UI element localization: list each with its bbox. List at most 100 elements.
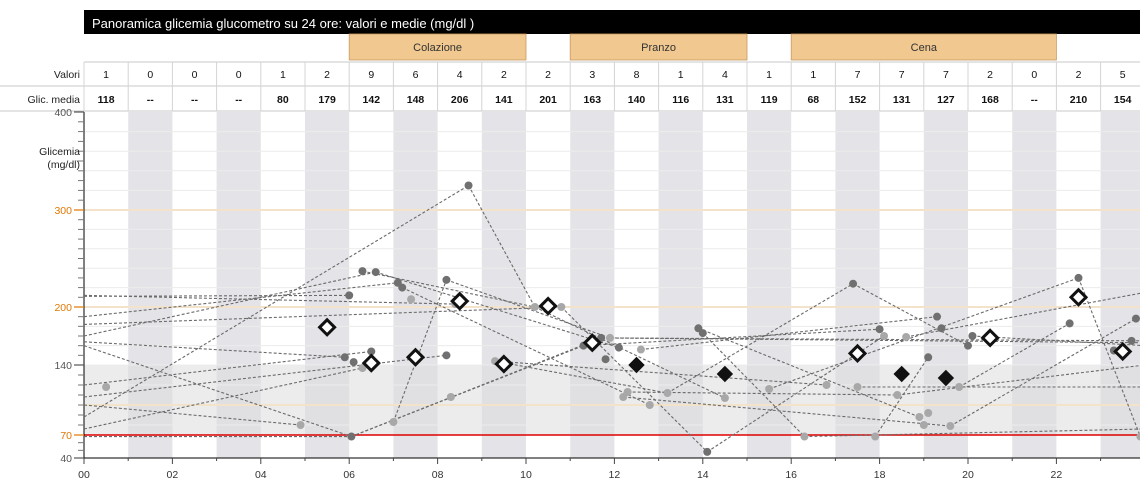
glucose-reading-point — [937, 324, 945, 332]
reading-connector-line — [583, 329, 879, 345]
glucose-reading-point — [637, 346, 645, 354]
glucose-reading-point — [341, 353, 349, 361]
hourly-count-cell: 2 — [501, 69, 507, 81]
glucose-reading-point — [699, 329, 707, 337]
glucose-reading-point — [955, 383, 963, 391]
hourly-mean-cell: -- — [147, 94, 154, 106]
hourly-count-cell: 1 — [280, 69, 286, 81]
meal-label: Colazione — [413, 42, 462, 54]
glucose-reading-point — [876, 325, 884, 333]
hourly-mean-cell: 154 — [1114, 94, 1132, 106]
glucose-reading-point — [663, 389, 671, 397]
glucose-reading-point — [398, 284, 406, 292]
hourly-mean-cell: 210 — [1070, 94, 1088, 106]
glucose-reading-point — [893, 391, 901, 399]
hourly-count-cell: 2 — [1076, 69, 1082, 81]
glucose-reading-point — [849, 280, 857, 288]
glucose-reading-point — [442, 351, 450, 359]
chart-title: Panoramica glicemia glucometro su 24 ore… — [92, 16, 474, 31]
glucose-reading-point — [765, 385, 773, 393]
glucose-reading-point — [703, 448, 711, 456]
x-tick-label: 10 — [520, 469, 532, 481]
glucose-reading-point — [800, 433, 808, 441]
x-tick-label: 14 — [697, 469, 709, 481]
row-label-values: Valori — [54, 69, 80, 81]
glucose-reading-point — [442, 276, 450, 284]
hourly-count-cell: 3 — [589, 69, 595, 81]
hourly-count-cell: 4 — [722, 69, 728, 81]
x-tick-label: 02 — [167, 469, 179, 481]
hourly-count-cell: 2 — [987, 69, 993, 81]
glucose-reading-point — [447, 393, 455, 401]
x-tick-label: 16 — [785, 469, 797, 481]
glucose-reading-point — [823, 381, 831, 389]
glucose-reading-point — [721, 394, 729, 402]
hourly-count-cell: 7 — [899, 69, 905, 81]
glucose-reading-point — [1075, 274, 1083, 282]
x-tick-label: 12 — [609, 469, 621, 481]
hourly-count-cell: 2 — [545, 69, 551, 81]
hourly-count-cell: 2 — [324, 69, 330, 81]
glucose-reading-point — [871, 433, 879, 441]
glucose-reading-point — [920, 421, 928, 429]
hourly-count-cell: 4 — [457, 69, 463, 81]
x-tick-label: 06 — [343, 469, 355, 481]
y-tick-label: 140 — [54, 360, 72, 372]
x-tick-label: 04 — [255, 469, 267, 481]
hourly-mean-cell: 68 — [807, 94, 819, 106]
glucose-reading-point — [465, 182, 473, 190]
hourly-count-cell: 1 — [103, 69, 109, 81]
hourly-mean-cell: -- — [1031, 94, 1038, 106]
hourly-mean-cell: -- — [191, 94, 198, 106]
glucose-reading-point — [606, 334, 614, 342]
x-tick-label: 18 — [874, 469, 886, 481]
hourly-mean-cell: 141 — [495, 94, 513, 106]
hourly-mean-cell: 140 — [628, 94, 646, 106]
glucose-reading-point — [933, 313, 941, 321]
x-tick-label: 20 — [962, 469, 974, 481]
hourly-count-cell: 1 — [766, 69, 772, 81]
meal-label: Cena — [911, 42, 938, 54]
glucose-reading-point — [345, 291, 353, 299]
hourly-count-cell: 0 — [1031, 69, 1037, 81]
hourly-mean-cell: 80 — [277, 94, 289, 106]
y-axis-title: (mg/dl) — [47, 159, 80, 171]
hourly-count-cell: 5 — [1120, 69, 1126, 81]
glucose-reading-point — [1128, 337, 1136, 345]
hourly-mean-cell: -- — [235, 94, 242, 106]
hourly-mean-cell: 179 — [318, 94, 336, 106]
y-tick-label: 300 — [54, 205, 72, 217]
glucose-reading-point — [389, 418, 397, 426]
glucose-reading-point — [358, 267, 366, 275]
glucose-reading-point — [372, 268, 380, 276]
hourly-count-cell: 9 — [368, 69, 374, 81]
y-tick-label: 40 — [60, 453, 72, 465]
glucose-reading-point — [531, 303, 539, 311]
meal-label: Pranzo — [641, 42, 676, 54]
hourly-count-cell: 0 — [147, 69, 153, 81]
hourly-mean-cell: 118 — [98, 94, 115, 106]
glucose-reading-point — [102, 383, 110, 391]
hourly-mean-cell: 127 — [937, 94, 955, 106]
glucose-reading-point — [1132, 315, 1140, 323]
hourly-mean-cell: 119 — [761, 94, 778, 106]
hourly-count-cell: 7 — [943, 69, 949, 81]
hourly-mean-cell: 142 — [363, 94, 381, 106]
y-tick-label: 70 — [60, 430, 72, 442]
hourly-mean-cell: 201 — [539, 94, 557, 106]
glucose-reading-point — [880, 332, 888, 340]
hourly-mean-cell: 131 — [893, 94, 911, 106]
hourly-mean-cell: 206 — [451, 94, 469, 106]
glucose-reading-point — [557, 303, 565, 311]
x-tick-label: 00 — [78, 469, 90, 481]
glucose-reading-point — [602, 355, 610, 363]
x-tick-label: 22 — [1051, 469, 1063, 481]
glucose-reading-point — [615, 344, 623, 352]
glucose-reading-point — [407, 295, 415, 303]
hourly-count-cell: 0 — [192, 69, 198, 81]
y-tick-label: 400 — [54, 107, 72, 119]
